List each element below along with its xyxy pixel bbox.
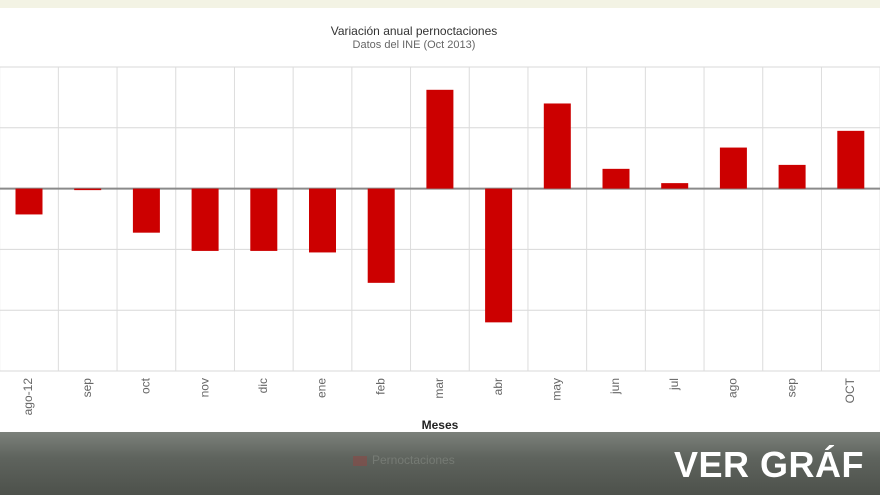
x-tick-label: OCT	[843, 377, 857, 403]
chart-subtitle: Datos del INE (Oct 2013)	[352, 39, 476, 51]
legend-swatch	[353, 456, 367, 466]
x-tick-label: oct	[139, 377, 153, 394]
bar-ago-12	[15, 188, 43, 215]
x-tick-label: nov	[197, 378, 211, 397]
x-tick-label: sep	[80, 378, 94, 398]
bar-sep	[778, 164, 806, 189]
bar-ago	[719, 147, 747, 189]
x-tick-label: may	[549, 378, 563, 401]
x-tick-label: dic	[256, 378, 270, 393]
x-tick-label: ene	[315, 378, 329, 398]
bar-sep	[74, 188, 102, 191]
x-tick-label: jun	[608, 378, 622, 395]
bar-ene	[309, 188, 336, 253]
chart-title: Variación anual pernoctaciones	[330, 24, 498, 38]
bar-jul	[661, 183, 689, 189]
x-axis-title: Meses	[421, 418, 459, 432]
grid-lines	[0, 66, 880, 372]
x-tick-labels: ago-12 sep oct nov dic ene feb mar abr may jun jul a…	[21, 377, 857, 415]
bar-dic	[250, 188, 278, 251]
bar-jun	[602, 168, 630, 189]
ver-grafico-button[interactable]: VER GRÁF	[674, 444, 865, 485]
legend-label[interactable]: Pernoctaciones	[372, 453, 455, 467]
x-tick-label: ago	[726, 378, 740, 398]
x-tick-label: ago-12	[21, 378, 35, 416]
footer-bar	[0, 432, 880, 495]
chart-plot: ago-12 sep oct nov dic ene feb mar abr may jun jul a…	[0, 66, 880, 415]
x-tick-label: feb	[373, 378, 387, 395]
x-tick-label: mar	[432, 378, 446, 399]
bar-mar	[426, 89, 454, 189]
x-tick-label: jul	[667, 378, 681, 391]
top-strip	[0, 0, 880, 8]
bar-may	[543, 103, 571, 189]
x-tick-label: abr	[491, 378, 505, 395]
bar-nov	[191, 188, 219, 251]
bar-oct	[132, 188, 160, 233]
bar-abr	[485, 188, 513, 323]
bar-OCT	[837, 130, 865, 189]
bars	[15, 89, 865, 323]
bar-feb	[367, 188, 395, 283]
x-tick-label: sep	[784, 378, 798, 398]
